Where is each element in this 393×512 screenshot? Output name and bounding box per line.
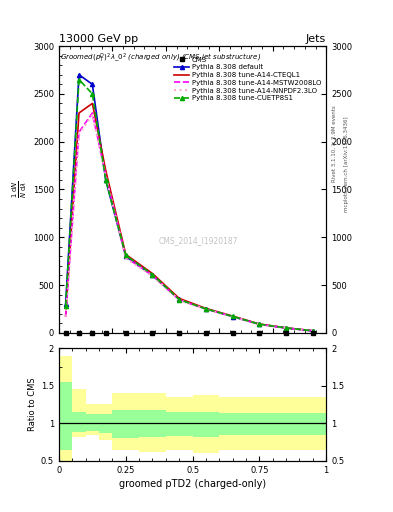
Legend: CMS, Pythia 8.308 default, Pythia 8.308 tune-A14-CTEQL1, Pythia 8.308 tune-A14-M: CMS, Pythia 8.308 default, Pythia 8.308 … — [173, 55, 323, 103]
Pythia 8.308 tune-A14-CTEQL1 — [63, 312, 68, 318]
Pythia 8.308 tune-CUETP8S1 — [204, 306, 208, 312]
Text: Groomed$(p_T^D)^2\lambda\_0^2$ (charged only) (CMS jet substructure): Groomed$(p_T^D)^2\lambda\_0^2$ (charged … — [60, 52, 261, 65]
Pythia 8.308 tune-A14-NNPDF2.3LO — [123, 255, 128, 261]
CMS — [103, 330, 108, 336]
CMS — [284, 330, 288, 336]
Pythia 8.308 tune-A14-NNPDF2.3LO — [63, 313, 68, 319]
Y-axis label: $\frac{1}{N}\frac{\mathrm{d}N}{\mathrm{d}\lambda}$: $\frac{1}{N}\frac{\mathrm{d}N}{\mathrm{d… — [11, 181, 29, 198]
Pythia 8.308 tune-CUETP8S1 — [63, 303, 68, 309]
Line: Pythia 8.308 tune-A14-MSTW2008LO: Pythia 8.308 tune-A14-MSTW2008LO — [66, 113, 313, 331]
CMS — [63, 330, 68, 336]
CMS — [77, 330, 81, 336]
CMS — [90, 330, 95, 336]
Pythia 8.308 tune-A14-MSTW2008LO — [90, 110, 95, 116]
Pythia 8.308 tune-A14-CTEQL1 — [177, 295, 182, 302]
Pythia 8.308 tune-A14-MSTW2008LO — [177, 297, 182, 303]
Text: Rivet 3.1.10, ≥ 2.9M events: Rivet 3.1.10, ≥ 2.9M events — [332, 105, 337, 182]
Line: Pythia 8.308 tune-CUETP8S1: Pythia 8.308 tune-CUETP8S1 — [64, 77, 315, 333]
Pythia 8.308 tune-A14-NNPDF2.3LO — [90, 112, 95, 118]
CMS — [310, 330, 315, 336]
Pythia 8.308 tune-A14-NNPDF2.3LO — [204, 306, 208, 312]
Pythia 8.308 default — [63, 301, 68, 307]
Line: Pythia 8.308 default: Pythia 8.308 default — [64, 73, 315, 333]
Line: Pythia 8.308 tune-A14-CTEQL1: Pythia 8.308 tune-A14-CTEQL1 — [66, 103, 313, 331]
Line: Pythia 8.308 tune-A14-NNPDF2.3LO: Pythia 8.308 tune-A14-NNPDF2.3LO — [66, 115, 313, 331]
Pythia 8.308 tune-CUETP8S1 — [77, 76, 81, 82]
Pythia 8.308 default — [123, 253, 128, 260]
Pythia 8.308 tune-CUETP8S1 — [230, 313, 235, 319]
Pythia 8.308 tune-CUETP8S1 — [150, 271, 155, 278]
CMS — [177, 330, 182, 336]
CMS — [123, 330, 128, 336]
Pythia 8.308 tune-A14-MSTW2008LO — [230, 313, 235, 319]
Pythia 8.308 default — [77, 72, 81, 78]
Pythia 8.308 tune-A14-CTEQL1 — [257, 321, 262, 327]
Pythia 8.308 tune-CUETP8S1 — [310, 328, 315, 334]
Pythia 8.308 tune-A14-CTEQL1 — [150, 270, 155, 276]
Text: CMS_2014_I1920187: CMS_2014_I1920187 — [158, 237, 238, 246]
Pythia 8.308 tune-CUETP8S1 — [90, 91, 95, 97]
Pythia 8.308 tune-A14-CTEQL1 — [103, 167, 108, 174]
Pythia 8.308 tune-A14-MSTW2008LO — [150, 272, 155, 279]
Pythia 8.308 tune-A14-CTEQL1 — [204, 305, 208, 311]
Line: CMS: CMS — [64, 331, 315, 335]
Text: mcplots.cern.ch [arXiv:1306.3436]: mcplots.cern.ch [arXiv:1306.3436] — [344, 116, 349, 211]
Pythia 8.308 default — [150, 272, 155, 279]
Text: 13000 GeV pp: 13000 GeV pp — [59, 33, 138, 44]
CMS — [230, 330, 235, 336]
Pythia 8.308 default — [230, 313, 235, 319]
CMS — [204, 330, 208, 336]
Pythia 8.308 tune-A14-CTEQL1 — [230, 313, 235, 319]
Pythia 8.308 tune-CUETP8S1 — [123, 252, 128, 259]
Pythia 8.308 tune-A14-MSTW2008LO — [310, 328, 315, 334]
Pythia 8.308 tune-CUETP8S1 — [103, 177, 108, 183]
Pythia 8.308 tune-A14-NNPDF2.3LO — [177, 297, 182, 303]
X-axis label: groomed pTD2 (charged-only): groomed pTD2 (charged-only) — [119, 479, 266, 489]
Pythia 8.308 tune-CUETP8S1 — [257, 321, 262, 327]
Pythia 8.308 tune-A14-CTEQL1 — [90, 100, 95, 106]
Pythia 8.308 default — [204, 306, 208, 312]
Pythia 8.308 default — [103, 177, 108, 183]
Pythia 8.308 tune-A14-CTEQL1 — [284, 325, 288, 331]
Pythia 8.308 default — [284, 325, 288, 331]
Pythia 8.308 tune-A14-NNPDF2.3LO — [77, 131, 81, 137]
Pythia 8.308 tune-A14-MSTW2008LO — [257, 322, 262, 328]
Pythia 8.308 default — [257, 321, 262, 327]
CMS — [257, 330, 262, 336]
Pythia 8.308 tune-A14-MSTW2008LO — [123, 254, 128, 261]
Pythia 8.308 tune-A14-NNPDF2.3LO — [257, 322, 262, 328]
Pythia 8.308 tune-A14-NNPDF2.3LO — [284, 325, 288, 331]
CMS — [150, 330, 155, 336]
Pythia 8.308 tune-A14-CTEQL1 — [77, 110, 81, 116]
Pythia 8.308 tune-A14-MSTW2008LO — [77, 129, 81, 135]
Pythia 8.308 tune-A14-MSTW2008LO — [204, 306, 208, 312]
Pythia 8.308 default — [90, 81, 95, 88]
Pythia 8.308 tune-A14-NNPDF2.3LO — [103, 173, 108, 179]
Pythia 8.308 tune-CUETP8S1 — [177, 296, 182, 303]
Pythia 8.308 tune-A14-NNPDF2.3LO — [230, 314, 235, 320]
Pythia 8.308 default — [177, 296, 182, 303]
Pythia 8.308 tune-CUETP8S1 — [284, 325, 288, 331]
Pythia 8.308 tune-A14-MSTW2008LO — [284, 325, 288, 331]
Y-axis label: Ratio to CMS: Ratio to CMS — [28, 378, 37, 431]
Pythia 8.308 tune-A14-CTEQL1 — [310, 328, 315, 334]
Pythia 8.308 default — [310, 328, 315, 334]
Pythia 8.308 tune-A14-MSTW2008LO — [63, 313, 68, 319]
Pythia 8.308 tune-A14-CTEQL1 — [123, 251, 128, 258]
Pythia 8.308 tune-A14-MSTW2008LO — [103, 172, 108, 178]
Pythia 8.308 tune-A14-NNPDF2.3LO — [150, 273, 155, 279]
Pythia 8.308 tune-A14-NNPDF2.3LO — [310, 328, 315, 334]
Text: Jets: Jets — [306, 33, 326, 44]
